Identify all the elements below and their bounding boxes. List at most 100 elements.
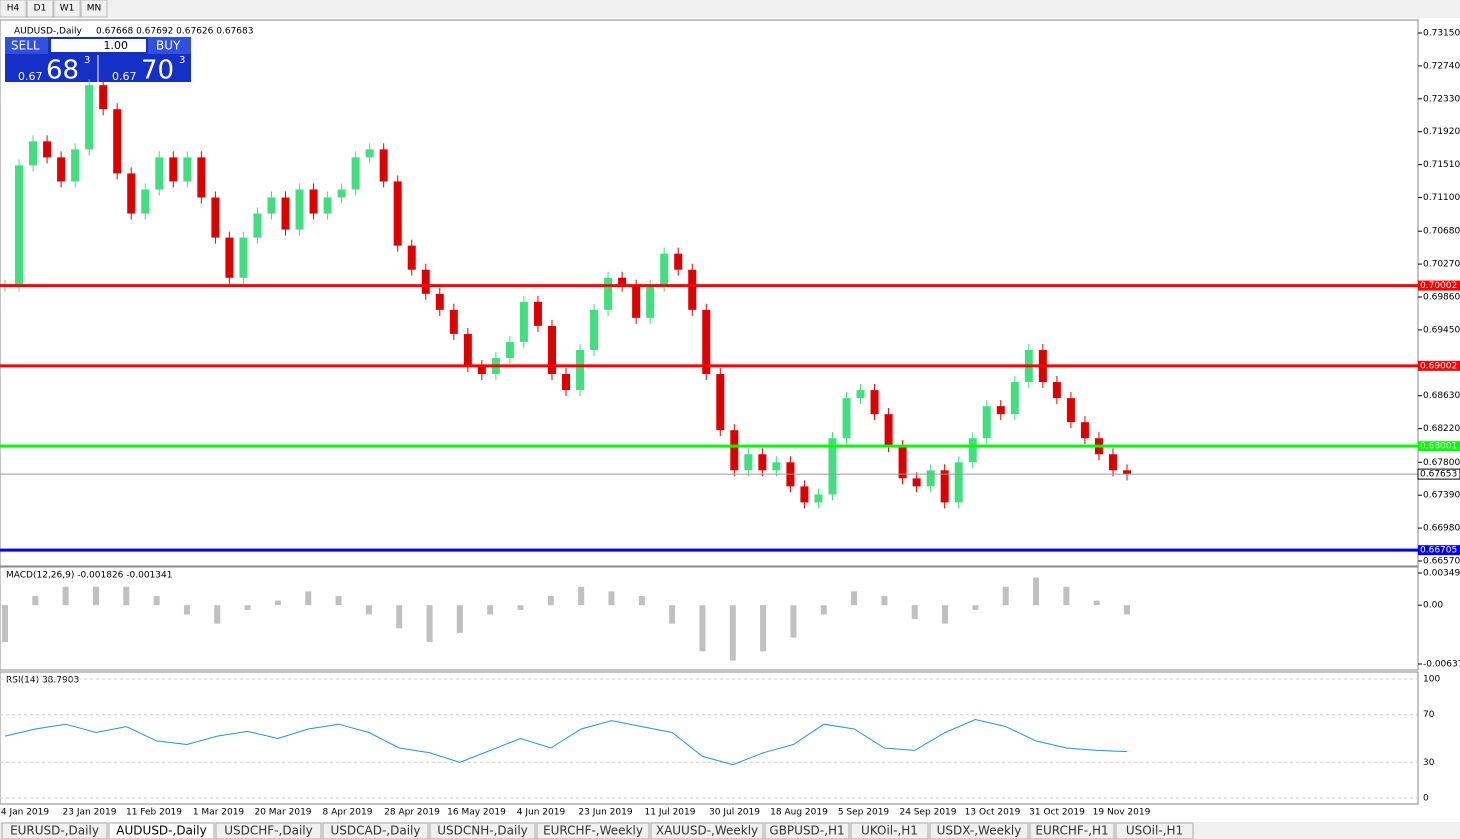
tab[interactable] — [1029, 822, 1115, 839]
macd-bar — [820, 605, 827, 615]
date-label: 20 Mar 2019 — [254, 808, 311, 818]
macd-bar — [365, 605, 372, 615]
price-label: 0.72740 — [1423, 61, 1460, 71]
timeframe-button[interactable] — [80, 0, 108, 18]
macd-bar — [274, 600, 281, 606]
sell-button[interactable] — [5, 37, 48, 54]
rsi-tick-label: 30 — [1423, 758, 1435, 768]
ohlc: 0.67668 0.67692 0.67626 0.67683 — [96, 27, 253, 37]
candle — [85, 85, 94, 150]
candle — [884, 414, 893, 447]
lot-input[interactable] — [51, 39, 146, 52]
tab-label: USDX-,Weekly — [937, 824, 1022, 838]
date-label: 1 Mar 2019 — [193, 808, 245, 818]
macd-bar — [942, 605, 949, 624]
date-label: 4 Jan 2019 — [1, 808, 49, 818]
macd-bar — [1124, 605, 1130, 615]
candle — [576, 349, 585, 391]
tab[interactable] — [1115, 822, 1194, 839]
tab[interactable] — [322, 822, 429, 839]
price-label: 0.71920 — [1423, 127, 1460, 137]
tab[interactable] — [215, 822, 322, 839]
macd-bar — [487, 605, 494, 615]
level-tag — [1418, 441, 1460, 452]
candle — [716, 374, 725, 431]
candle — [197, 157, 206, 198]
candle — [141, 189, 150, 214]
tab-label: USDCHF-,Daily — [224, 824, 312, 838]
toolbar — [0, 0, 1460, 18]
candle — [113, 109, 122, 174]
candle — [562, 374, 570, 391]
price-label: 0.69450 — [1423, 325, 1460, 335]
candle — [365, 149, 374, 158]
candle — [1052, 382, 1061, 399]
macd-bar — [1093, 600, 1100, 606]
price-label: 0.71510 — [1423, 160, 1460, 170]
candle — [898, 446, 907, 479]
tab[interactable] — [1, 822, 108, 839]
candle — [267, 197, 276, 214]
buy-button[interactable] — [148, 37, 191, 54]
price-label: 0.67390 — [1423, 491, 1460, 501]
candle — [477, 366, 486, 375]
price-label: 0.67800 — [1423, 458, 1460, 468]
candle — [281, 197, 290, 230]
symbol-header: AUDUSD-,Daily — [14, 27, 82, 37]
candle — [870, 390, 879, 415]
timeframe-button[interactable] — [53, 0, 81, 18]
macd-bar — [214, 605, 221, 624]
tab[interactable] — [929, 822, 1029, 839]
date-label: 23 Jun 2019 — [578, 808, 632, 818]
candle — [309, 189, 318, 214]
level-label: 0.70002 — [1420, 281, 1457, 291]
timeframe-button[interactable] — [0, 0, 27, 18]
tab-label: EURCHF-,Weekly — [543, 824, 643, 838]
candle — [954, 462, 963, 503]
candle — [660, 253, 669, 286]
candle — [1080, 422, 1089, 439]
timeframe-button[interactable] — [26, 0, 54, 18]
macd-bar — [851, 591, 858, 606]
date-label: 18 Aug 2019 — [770, 808, 828, 818]
candle — [547, 325, 556, 375]
timeframe-label: MN — [87, 4, 102, 14]
candle — [674, 253, 683, 270]
timeframe-label: H4 — [7, 4, 20, 14]
candle — [169, 157, 178, 182]
buy-label: BUY — [156, 39, 181, 53]
rsi-tick-label: 100 — [1423, 675, 1440, 685]
date-label: 13 Oct 2019 — [965, 808, 1021, 818]
tab-label: UKOil-,H1 — [861, 824, 918, 838]
date-label: 23 Jan 2019 — [63, 808, 117, 818]
candle — [43, 141, 52, 158]
macd-bar — [305, 591, 312, 606]
sell-prefix: 0.67 — [18, 70, 43, 83]
tab[interactable] — [429, 822, 536, 839]
date-label: 11 Feb 2019 — [126, 808, 182, 818]
candle — [57, 157, 66, 182]
tab[interactable] — [764, 822, 850, 839]
candle — [618, 277, 627, 286]
macd-bar — [335, 595, 342, 606]
price-label: 0.66980 — [1423, 524, 1460, 534]
macd-bar — [760, 605, 767, 652]
price-label: 0.68630 — [1423, 391, 1460, 401]
date-label: 4 Jun 2019 — [517, 808, 566, 818]
candle — [519, 301, 528, 342]
tab[interactable] — [536, 822, 650, 839]
tab[interactable] — [108, 822, 215, 839]
price-label: 0.71100 — [1423, 193, 1460, 203]
macd-bar — [92, 586, 99, 606]
candle — [155, 157, 164, 190]
candle — [183, 157, 192, 182]
candle — [435, 293, 444, 310]
sell-sup: 3 — [84, 55, 90, 66]
candle — [393, 181, 402, 246]
date-label: 19 Nov 2019 — [1093, 808, 1151, 818]
tab[interactable] — [650, 822, 764, 839]
tab[interactable] — [850, 822, 929, 839]
candle — [758, 454, 767, 471]
macd-pane — [0, 566, 1419, 671]
